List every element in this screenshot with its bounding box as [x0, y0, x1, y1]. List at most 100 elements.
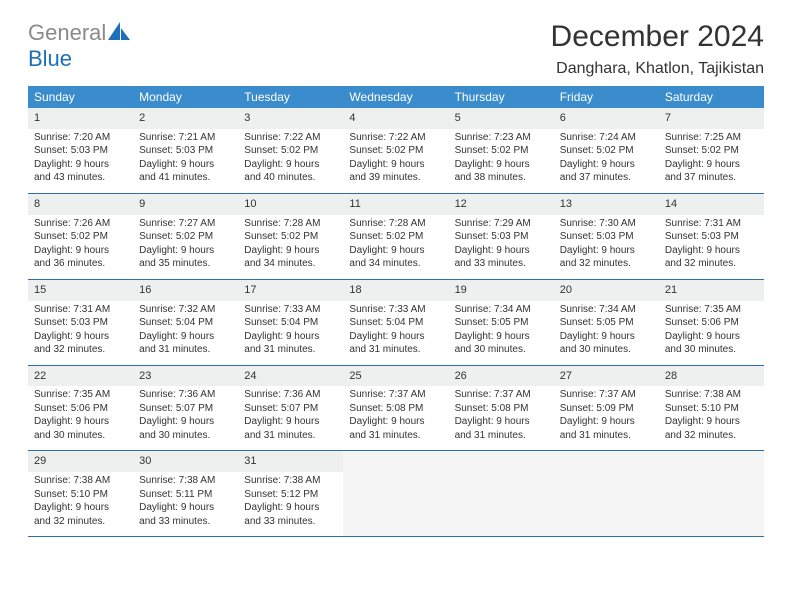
day-detail-cell: Sunrise: 7:36 AMSunset: 5:07 PMDaylight:… [133, 386, 238, 451]
sunset-text: Sunset: 5:02 PM [349, 144, 442, 158]
header: General December 2024 Danghara, Khatlon,… [28, 20, 764, 78]
day-number-cell: 2 [133, 108, 238, 129]
day-detail-cell [554, 472, 659, 537]
daylight-text-2: and 40 minutes. [244, 171, 337, 185]
sunrise-text: Sunrise: 7:36 AM [244, 388, 337, 402]
sunset-text: Sunset: 5:04 PM [139, 316, 232, 330]
day-detail-cell: Sunrise: 7:37 AMSunset: 5:09 PMDaylight:… [554, 386, 659, 451]
day-detail-cell: Sunrise: 7:23 AMSunset: 5:02 PMDaylight:… [449, 129, 554, 194]
daylight-text-2: and 32 minutes. [34, 515, 127, 529]
sunrise-text: Sunrise: 7:38 AM [665, 388, 758, 402]
sunset-text: Sunset: 5:08 PM [455, 402, 548, 416]
sunrise-text: Sunrise: 7:35 AM [665, 303, 758, 317]
day-number-row: 22232425262728 [28, 365, 764, 386]
daylight-text-1: Daylight: 9 hours [139, 501, 232, 515]
daylight-text-2: and 31 minutes. [455, 429, 548, 443]
daylight-text-1: Daylight: 9 hours [34, 244, 127, 258]
daylight-text-2: and 33 minutes. [455, 257, 548, 271]
day-detail-cell: Sunrise: 7:34 AMSunset: 5:05 PMDaylight:… [554, 301, 659, 366]
daylight-text-1: Daylight: 9 hours [455, 158, 548, 172]
day-detail-cell: Sunrise: 7:30 AMSunset: 5:03 PMDaylight:… [554, 215, 659, 280]
daylight-text-1: Daylight: 9 hours [560, 330, 653, 344]
day-number-cell: 9 [133, 193, 238, 214]
daylight-text-2: and 32 minutes. [665, 257, 758, 271]
sunset-text: Sunset: 5:03 PM [665, 230, 758, 244]
sunset-text: Sunset: 5:10 PM [665, 402, 758, 416]
day-number-cell: 5 [449, 108, 554, 129]
sunrise-text: Sunrise: 7:31 AM [34, 303, 127, 317]
day-detail-cell: Sunrise: 7:37 AMSunset: 5:08 PMDaylight:… [449, 386, 554, 451]
logo-text-blue: Blue [28, 46, 72, 71]
weekday-header: Sunday [28, 86, 133, 108]
daylight-text-1: Daylight: 9 hours [455, 415, 548, 429]
day-number-cell: 15 [28, 279, 133, 300]
sunrise-text: Sunrise: 7:24 AM [560, 131, 653, 145]
sunrise-text: Sunrise: 7:33 AM [244, 303, 337, 317]
day-number-cell: 24 [238, 365, 343, 386]
daylight-text-2: and 32 minutes. [34, 343, 127, 357]
day-number-cell: 22 [28, 365, 133, 386]
day-number-cell: 12 [449, 193, 554, 214]
day-number-cell: 11 [343, 193, 448, 214]
daylight-text-2: and 38 minutes. [455, 171, 548, 185]
sunset-text: Sunset: 5:02 PM [349, 230, 442, 244]
daylight-text-1: Daylight: 9 hours [244, 501, 337, 515]
daylight-text-2: and 31 minutes. [560, 429, 653, 443]
daylight-text-2: and 37 minutes. [560, 171, 653, 185]
daylight-text-1: Daylight: 9 hours [139, 158, 232, 172]
daylight-text-1: Daylight: 9 hours [34, 158, 127, 172]
day-number-cell: 4 [343, 108, 448, 129]
daylight-text-1: Daylight: 9 hours [139, 244, 232, 258]
day-number-cell: 20 [554, 279, 659, 300]
day-number-cell [449, 451, 554, 472]
daylight-text-1: Daylight: 9 hours [560, 158, 653, 172]
day-number-cell: 25 [343, 365, 448, 386]
weekday-header: Thursday [449, 86, 554, 108]
location: Danghara, Khatlon, Tajikistan [551, 60, 764, 78]
day-detail-cell: Sunrise: 7:36 AMSunset: 5:07 PMDaylight:… [238, 386, 343, 451]
day-number-cell: 21 [659, 279, 764, 300]
day-detail-cell: Sunrise: 7:38 AMSunset: 5:11 PMDaylight:… [133, 472, 238, 537]
daylight-text-1: Daylight: 9 hours [665, 244, 758, 258]
day-number-cell: 8 [28, 193, 133, 214]
day-detail-cell: Sunrise: 7:38 AMSunset: 5:10 PMDaylight:… [28, 472, 133, 537]
day-detail-cell: Sunrise: 7:28 AMSunset: 5:02 PMDaylight:… [343, 215, 448, 280]
day-detail-cell [343, 472, 448, 537]
sunrise-text: Sunrise: 7:20 AM [34, 131, 127, 145]
daylight-text-2: and 33 minutes. [139, 515, 232, 529]
daylight-text-2: and 31 minutes. [349, 343, 442, 357]
daylight-text-1: Daylight: 9 hours [244, 158, 337, 172]
daylight-text-1: Daylight: 9 hours [244, 244, 337, 258]
daylight-text-1: Daylight: 9 hours [244, 415, 337, 429]
day-detail-row: Sunrise: 7:26 AMSunset: 5:02 PMDaylight:… [28, 215, 764, 280]
daylight-text-1: Daylight: 9 hours [244, 330, 337, 344]
sunrise-text: Sunrise: 7:36 AM [139, 388, 232, 402]
sunset-text: Sunset: 5:03 PM [34, 144, 127, 158]
daylight-text-1: Daylight: 9 hours [665, 415, 758, 429]
weekday-header-row: Sunday Monday Tuesday Wednesday Thursday… [28, 86, 764, 108]
daylight-text-2: and 33 minutes. [244, 515, 337, 529]
sunrise-text: Sunrise: 7:21 AM [139, 131, 232, 145]
sunrise-text: Sunrise: 7:23 AM [455, 131, 548, 145]
sunset-text: Sunset: 5:03 PM [139, 144, 232, 158]
day-detail-cell: Sunrise: 7:32 AMSunset: 5:04 PMDaylight:… [133, 301, 238, 366]
sunrise-text: Sunrise: 7:38 AM [244, 474, 337, 488]
logo-sail-icon [108, 20, 130, 46]
sunrise-text: Sunrise: 7:38 AM [34, 474, 127, 488]
sunrise-text: Sunrise: 7:34 AM [455, 303, 548, 317]
sunrise-text: Sunrise: 7:26 AM [34, 217, 127, 231]
sunset-text: Sunset: 5:02 PM [34, 230, 127, 244]
weekday-header: Wednesday [343, 86, 448, 108]
day-number-row: 891011121314 [28, 193, 764, 214]
sunset-text: Sunset: 5:03 PM [34, 316, 127, 330]
day-detail-cell: Sunrise: 7:21 AMSunset: 5:03 PMDaylight:… [133, 129, 238, 194]
sunset-text: Sunset: 5:12 PM [244, 488, 337, 502]
day-detail-cell: Sunrise: 7:35 AMSunset: 5:06 PMDaylight:… [28, 386, 133, 451]
daylight-text-1: Daylight: 9 hours [349, 330, 442, 344]
daylight-text-2: and 34 minutes. [349, 257, 442, 271]
day-detail-cell: Sunrise: 7:38 AMSunset: 5:10 PMDaylight:… [659, 386, 764, 451]
daylight-text-1: Daylight: 9 hours [34, 330, 127, 344]
sunrise-text: Sunrise: 7:37 AM [560, 388, 653, 402]
day-number-cell: 17 [238, 279, 343, 300]
title-block: December 2024 Danghara, Khatlon, Tajikis… [551, 20, 764, 78]
